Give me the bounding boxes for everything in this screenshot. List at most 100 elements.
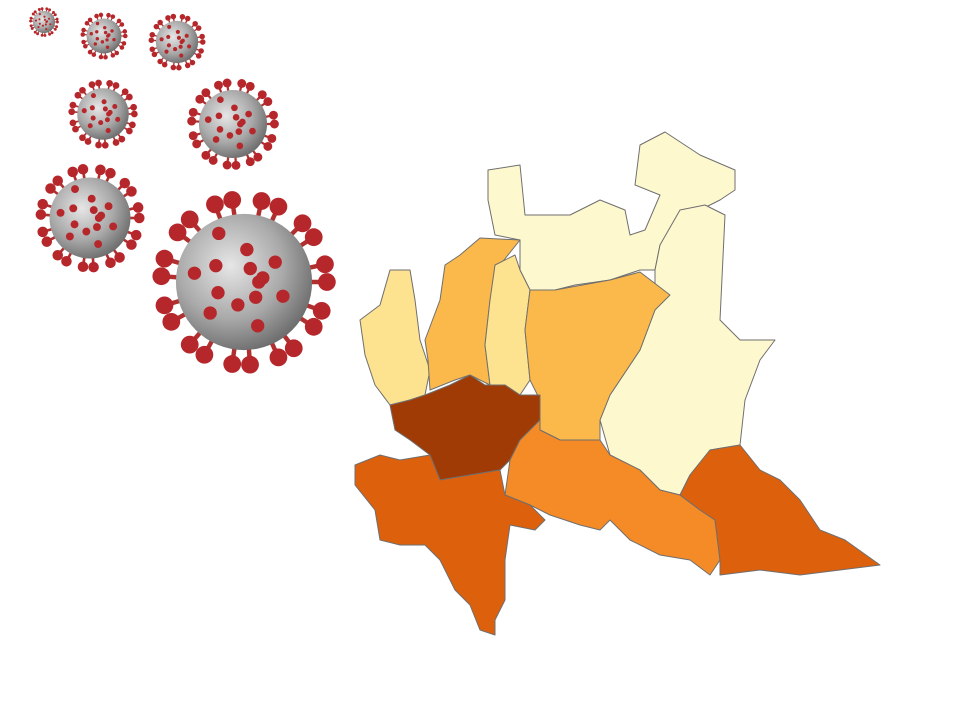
virus-spike: [201, 88, 211, 98]
virus-spike: [105, 257, 116, 269]
virus-spike: [37, 7, 41, 11]
virus-spike: [119, 177, 131, 189]
virus-protein: [90, 93, 96, 99]
virus-spike: [72, 125, 79, 133]
virus-protein: [107, 109, 113, 115]
virus-protein: [231, 104, 238, 112]
virus-spike: [114, 252, 125, 263]
virus-protein: [236, 142, 244, 150]
virus-spike: [188, 131, 198, 141]
virus-spike: [231, 160, 241, 170]
virus-spike: [74, 91, 82, 99]
virus-protein: [212, 136, 220, 143]
virus-protein: [104, 202, 113, 211]
virus-spike: [269, 197, 288, 216]
virus-spike: [121, 88, 129, 96]
virus-spike: [68, 108, 76, 116]
virus-spike: [37, 226, 48, 238]
virus-spike: [53, 13, 57, 17]
virus-spike: [168, 223, 187, 242]
virus-protein: [115, 116, 121, 122]
virus-spike: [61, 256, 72, 267]
virus-spike: [110, 14, 116, 19]
virus-spike: [83, 43, 88, 49]
virus-protein: [95, 30, 99, 34]
virus-spike: [237, 79, 247, 88]
virus-spike: [40, 7, 44, 11]
virus-spike: [36, 32, 40, 36]
virus-protein: [243, 261, 257, 276]
virus-spike: [48, 8, 52, 12]
virus-spike: [106, 12, 111, 18]
virus-spike: [106, 79, 113, 87]
virus-spike: [40, 33, 44, 37]
virus-spike: [112, 82, 120, 89]
virus-protein: [187, 44, 192, 49]
virus-spike: [41, 236, 53, 247]
virus: [35, 163, 145, 273]
virus-protein: [49, 23, 52, 26]
virus-protein: [159, 37, 164, 42]
virus-protein: [93, 42, 98, 46]
virus-spike: [77, 261, 89, 273]
virus-protein: [47, 17, 51, 20]
virus-protein: [166, 34, 171, 39]
virus-protein: [215, 112, 223, 120]
virus-protein: [100, 40, 105, 44]
virus-spike: [130, 103, 137, 111]
virus-spike: [148, 37, 155, 43]
virus-spike: [52, 175, 64, 187]
virus-spike: [131, 110, 138, 118]
virus-spike: [69, 101, 77, 109]
virus-protein: [209, 259, 223, 273]
virus-protein: [89, 32, 93, 36]
virus-spike: [112, 139, 120, 146]
virus-protein: [179, 53, 184, 58]
region: [524, 271, 671, 446]
virus-body: [77, 88, 129, 140]
virus-protein: [105, 45, 110, 49]
virus-spike: [45, 183, 56, 194]
virus-protein: [87, 123, 93, 129]
virus-protein: [97, 211, 106, 220]
virus-protein: [56, 208, 65, 217]
virus-spike: [126, 239, 137, 250]
virus-protein: [268, 255, 282, 269]
virus-spike: [87, 49, 93, 55]
virus-spike: [223, 355, 242, 373]
virus-protein: [276, 289, 290, 303]
virus-protein: [245, 110, 252, 118]
virus-spike: [223, 191, 242, 209]
virus-protein: [256, 271, 270, 285]
virus-spike: [129, 121, 136, 129]
virus-spike: [88, 261, 99, 273]
virus-spike: [180, 335, 199, 354]
virus-protein: [166, 43, 171, 48]
virus: [68, 79, 138, 149]
virus-protein: [95, 21, 100, 26]
virus-spike: [252, 192, 271, 210]
virus: [187, 78, 279, 170]
virus-spike: [123, 33, 128, 39]
virus-protein: [95, 37, 100, 41]
virus-spike: [79, 86, 86, 94]
virus-spike: [29, 16, 33, 20]
virus-spike: [155, 249, 174, 268]
virus: [80, 12, 128, 60]
virus-spike: [43, 33, 47, 37]
virus-protein: [92, 223, 101, 232]
virus-protein: [167, 24, 172, 29]
virus-protein: [90, 115, 96, 121]
virus-spike: [48, 32, 52, 36]
virus-protein: [240, 242, 254, 257]
virus-spike: [55, 25, 59, 29]
virus: [148, 13, 206, 71]
virus-protein: [216, 126, 224, 133]
virus-spike: [126, 127, 133, 135]
virus-spike: [30, 27, 34, 30]
virus-spike: [119, 22, 125, 27]
virus-protein: [105, 38, 109, 42]
virus: [152, 191, 336, 374]
map: [354, 131, 881, 636]
virus-spike: [153, 23, 160, 30]
